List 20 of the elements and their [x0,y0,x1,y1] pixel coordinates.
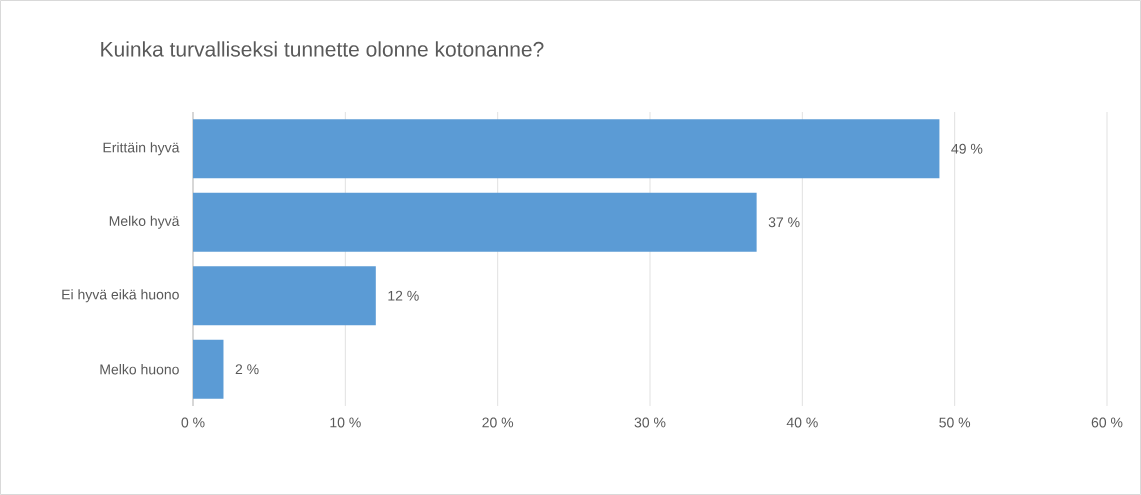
chart-title: Kuinka turvalliseksi tunnette olonne kotonanne? [101,41,544,57]
x-tick-label: 30 % [634,417,666,428]
bar [193,339,224,399]
y-tick-label: Melko hyvä [109,215,180,229]
y-tick-label: Ei hyvä eikä huono [62,289,179,303]
x-tick-label: 20 % [482,417,514,428]
y-tick-label: Melko huono [100,364,179,375]
data-label: 37 % [768,217,800,228]
data-label: 12 % [388,290,419,301]
data-label: 2 % [235,364,259,375]
bar [193,266,376,326]
bar [193,119,940,179]
y-tick-label: Erittäin hyvä [103,142,180,156]
x-tick-label: 10 % [330,417,361,428]
x-tick-label: 50 % [939,417,971,428]
x-tick-label: 40 % [786,417,818,428]
data-label: 49 % [951,143,983,154]
bar [193,192,757,252]
x-tick-label: 0 % [181,417,205,428]
x-tick-label: 60 % [1091,417,1123,428]
